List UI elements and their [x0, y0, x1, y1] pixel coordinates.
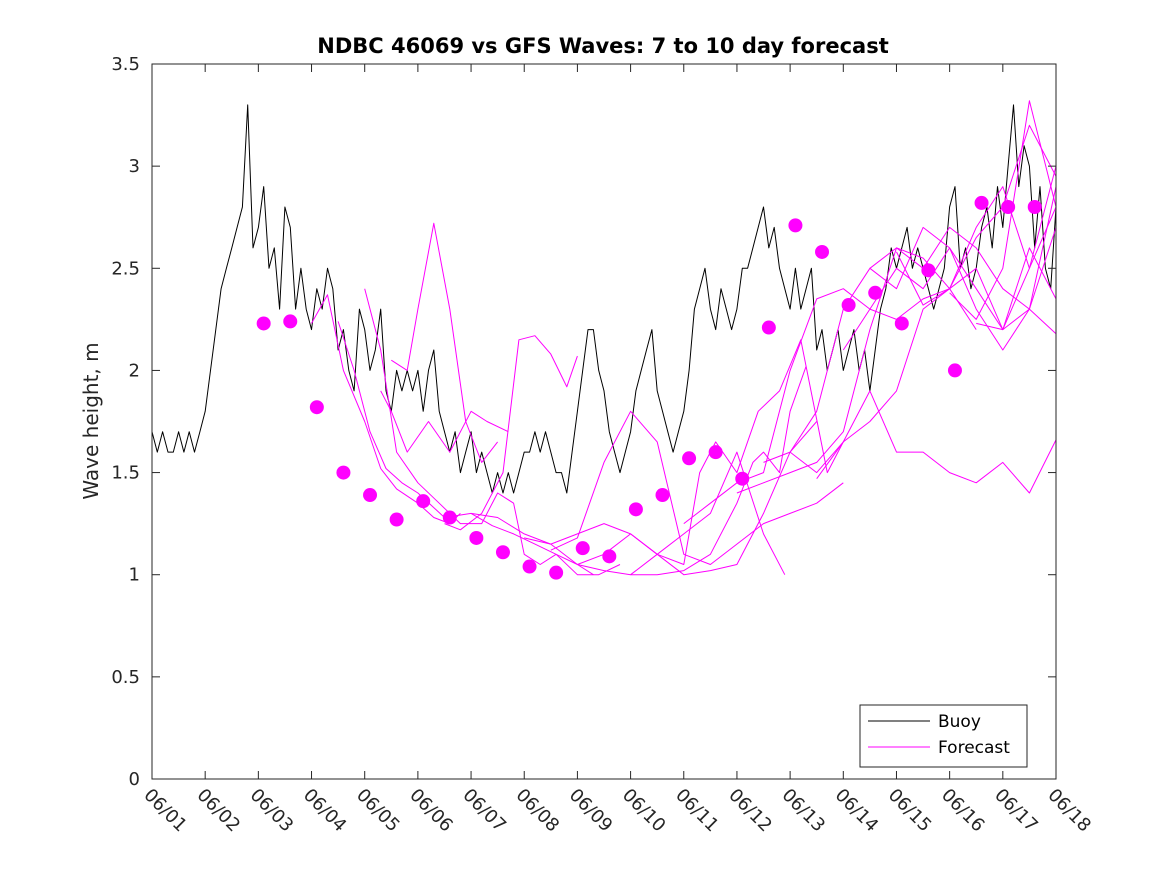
x-tick-label: 06/12: [724, 785, 776, 837]
chart-title: NDBC 46069 vs GFS Waves: 7 to 10 day for…: [317, 34, 888, 58]
legend-forecast-label: Forecast: [938, 738, 1010, 758]
forecast-point-marker: [921, 263, 936, 278]
forecast-series-line-5: [380, 390, 509, 453]
forecast-point-marker: [1001, 200, 1016, 214]
forecast-point-marker: [416, 494, 431, 509]
forecast-point-marker: [974, 195, 989, 210]
y-tick-label: 2.5: [111, 258, 140, 279]
forecast-point-marker: [841, 298, 856, 313]
x-tick-label: 06/13: [778, 785, 830, 837]
forecast-point-marker: [788, 218, 803, 233]
legend: Buoy Forecast: [859, 704, 1028, 768]
marker-layer: [256, 195, 1042, 580]
forecast-point-marker: [389, 512, 404, 527]
legend-box: [859, 704, 1028, 768]
forecast-point-marker: [256, 316, 271, 331]
forecast-series-line-3: [364, 288, 621, 576]
y-tick-label: 0: [129, 769, 140, 790]
forecast-series-line-14: [763, 165, 1057, 463]
forecast-series-line-7: [470, 366, 807, 576]
forecast-point-marker: [735, 471, 750, 486]
buoy-series-line: [151, 104, 1057, 494]
forecast-series-line-19: [896, 124, 1057, 306]
forecast-series-line-21: [976, 308, 1057, 335]
forecast-point-marker: [495, 545, 510, 560]
forecast-series-line-6: [444, 335, 578, 531]
forecast-series-line-16: [816, 247, 1057, 479]
y-tick-label: 3.5: [111, 54, 140, 75]
x-tick-label: 06/03: [246, 785, 298, 837]
forecast-point-marker: [868, 285, 883, 300]
x-tick-label: 06/11: [671, 785, 723, 837]
y-axis-label: Wave height, m: [79, 342, 103, 499]
forecast-point-marker: [469, 530, 484, 545]
y-tick-label: 1: [129, 565, 140, 586]
forecast-series-line-10: [577, 339, 844, 565]
forecast-point-marker: [708, 445, 723, 460]
x-tick-label: 06/05: [352, 785, 404, 837]
forecast-series-line-1: [311, 294, 461, 525]
forecast-point-marker: [363, 488, 378, 503]
forecast-point-marker: [309, 400, 324, 415]
x-tick-label: 06/08: [512, 785, 564, 837]
forecast-point-marker: [761, 320, 776, 335]
forecast-point-marker: [628, 502, 643, 517]
x-tick-label: 06/10: [618, 785, 670, 837]
plot-area: [152, 64, 1056, 779]
forecast-point-marker: [1027, 200, 1042, 214]
x-tick-label: 06/18: [1043, 785, 1095, 837]
forecast-series-line-9: [550, 410, 844, 565]
y-tick-label: 1.5: [111, 463, 140, 484]
plot-background: [152, 64, 1056, 779]
x-tick-label: 06/01: [139, 785, 191, 837]
x-tick-label: 06/07: [458, 785, 510, 837]
forecast-point-marker: [522, 559, 537, 574]
x-tick-label: 06/16: [937, 785, 989, 837]
forecast-series-line-11: [630, 451, 786, 576]
forecast-point-marker: [655, 488, 670, 503]
x-tick-label: 06/04: [299, 785, 351, 837]
forecast-point-marker: [336, 465, 351, 480]
forecast-series-line-15: [789, 390, 1057, 494]
y-tick-label: 2: [129, 360, 140, 381]
forecast-point-marker: [602, 549, 617, 564]
series-layer: [151, 100, 1057, 576]
x-tick-label: 06/15: [884, 785, 936, 837]
x-tick-label: 06/06: [405, 785, 457, 837]
forecast-point-marker: [549, 565, 564, 580]
forecast-point-marker: [682, 451, 697, 466]
forecast-point-marker: [947, 363, 962, 378]
forecast-point-marker: [815, 244, 830, 259]
x-tick-label: 06/14: [831, 785, 883, 837]
forecast-point-marker: [283, 314, 298, 329]
forecast-series-line-8: [524, 421, 818, 576]
forecast-point-marker: [575, 541, 590, 556]
y-tick-label: 3: [129, 156, 140, 177]
y-tick-label: 0.5: [111, 667, 140, 688]
forecast-point-marker: [442, 510, 457, 525]
forecast-series-line-4: [391, 222, 498, 463]
x-tick-label: 06/17: [990, 785, 1042, 837]
legend-buoy-label: Buoy: [938, 712, 981, 732]
forecast-series-line-12: [683, 288, 977, 524]
forecast-point-marker: [894, 316, 909, 331]
forecast-series-line-18: [869, 186, 1057, 290]
forecast-series-line-20: [949, 100, 1057, 320]
x-tick-label: 06/09: [565, 785, 617, 837]
x-tick-label: 06/02: [193, 785, 245, 837]
axes-box: [151, 63, 1057, 780]
